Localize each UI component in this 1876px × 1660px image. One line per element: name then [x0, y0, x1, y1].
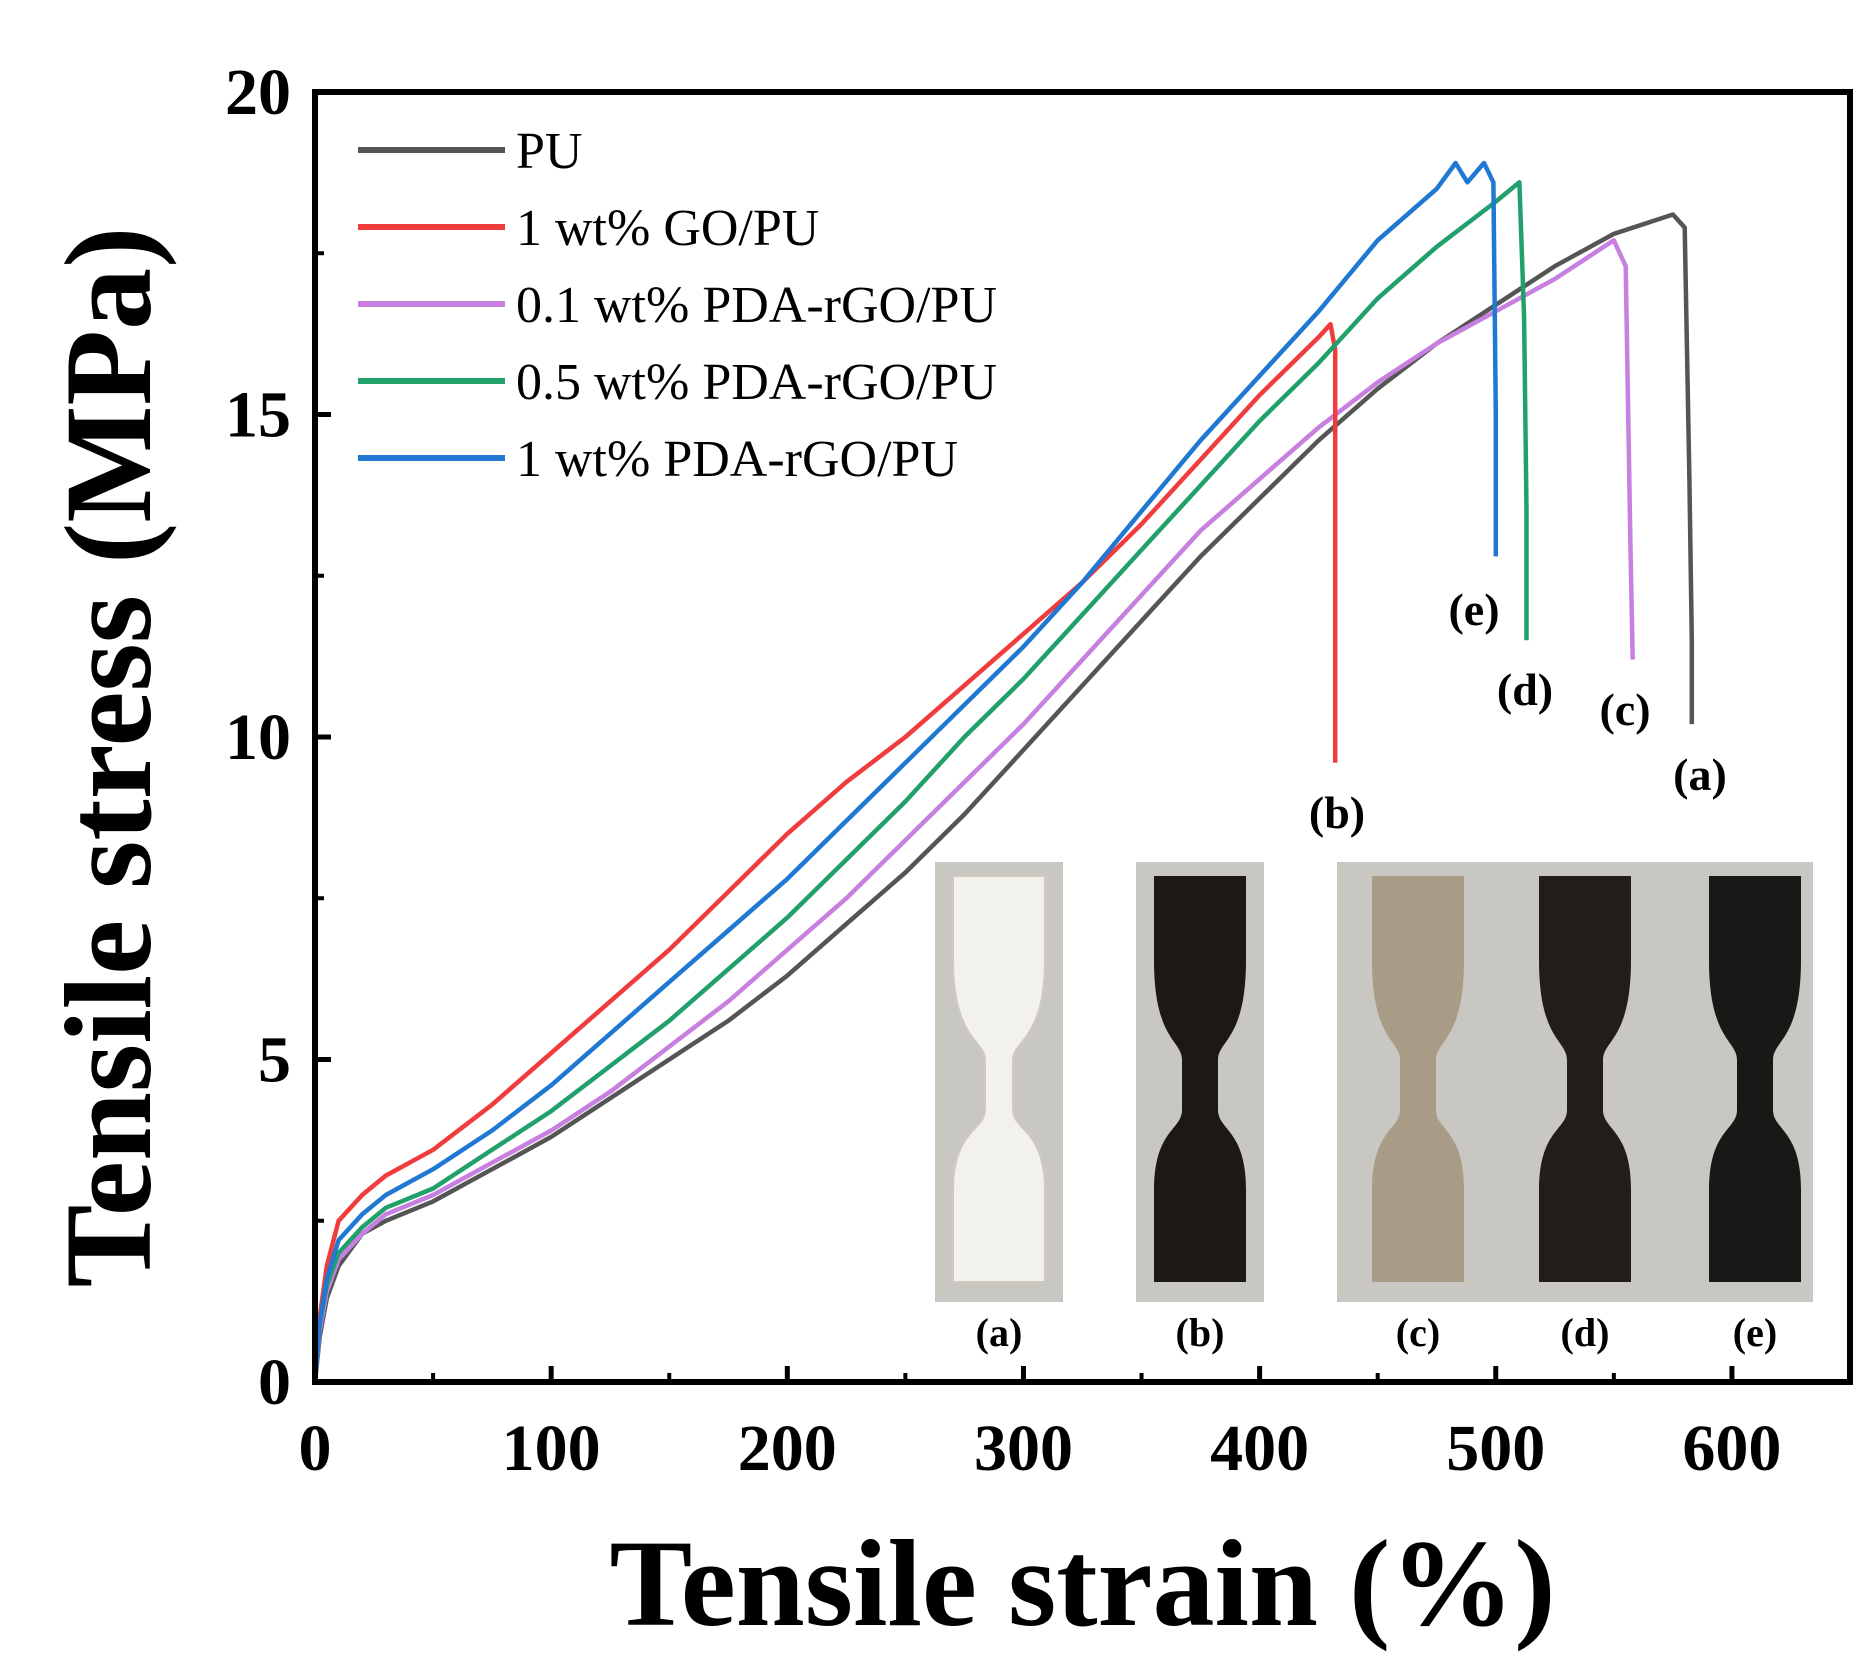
curve-end-labels: (a) (b) (c) (d) (e)	[1309, 584, 1727, 838]
curve-label-d: (d)	[1497, 664, 1553, 715]
series-line-3	[312, 238, 1635, 1383]
x-axis-label: Tensile strain (%)	[609, 1515, 1555, 1652]
inset-label-d: (d)	[1561, 1310, 1610, 1355]
y-tick-label: 5	[258, 1024, 291, 1097]
inset-label-b: (b)	[1176, 1310, 1225, 1355]
legend-item-label: 0.5 wt% PDA-rGO/PU	[516, 354, 997, 411]
y-tick-label: 10	[225, 701, 291, 774]
legend-item-label: 1 wt% PDA-rGO/PU	[516, 431, 958, 488]
x-tick-label: 0	[299, 1412, 332, 1485]
axes-group: 0 100 200 300 400 500 600 0 5 10 15 20	[225, 56, 1781, 1485]
x-tick-label: 400	[1210, 1412, 1309, 1485]
legend: PU 1 wt% GO/PU 0.1 wt% PDA-rGO/PU 0.5 wt% P…	[358, 123, 997, 488]
series-line-1	[312, 212, 1695, 1383]
y-tick-label: 20	[225, 56, 291, 129]
y-tick-label: 0	[258, 1346, 291, 1419]
specimen-c	[1372, 876, 1464, 1282]
y-tick-label: 15	[225, 379, 291, 452]
series-line-2	[312, 321, 1338, 1383]
legend-item-label: 1 wt% GO/PU	[516, 200, 819, 257]
specimen-e	[1709, 876, 1801, 1282]
inset-photo: (a) (b) (c) (d) (e)	[935, 862, 1813, 1355]
x-tick-label: 600	[1682, 1412, 1781, 1485]
inset-label-a: (a)	[976, 1310, 1023, 1355]
series-group	[312, 160, 1695, 1383]
x-tick-label: 100	[502, 1412, 601, 1485]
curve-label-c: (c)	[1599, 684, 1650, 735]
curve-label-e: (e)	[1448, 584, 1499, 635]
legend-item-label: PU	[516, 123, 582, 180]
specimen-b	[1154, 876, 1246, 1282]
y-axis-label: Tensile stress (MPa)	[40, 227, 177, 1288]
x-tick-label: 200	[738, 1412, 837, 1485]
series-line-4	[312, 180, 1529, 1383]
inset-label-c: (c)	[1396, 1310, 1440, 1355]
inset-label-e: (e)	[1733, 1310, 1777, 1355]
series-line-5	[312, 160, 1499, 1383]
legend-item-label: 0.1 wt% PDA-rGO/PU	[516, 277, 997, 334]
curve-label-a: (a)	[1673, 749, 1727, 800]
curve-label-b: (b)	[1309, 787, 1365, 838]
specimen-a	[952, 875, 1046, 1283]
x-tick-label: 300	[974, 1412, 1073, 1485]
x-tick-label: 500	[1446, 1412, 1545, 1485]
specimen-d	[1539, 876, 1631, 1282]
